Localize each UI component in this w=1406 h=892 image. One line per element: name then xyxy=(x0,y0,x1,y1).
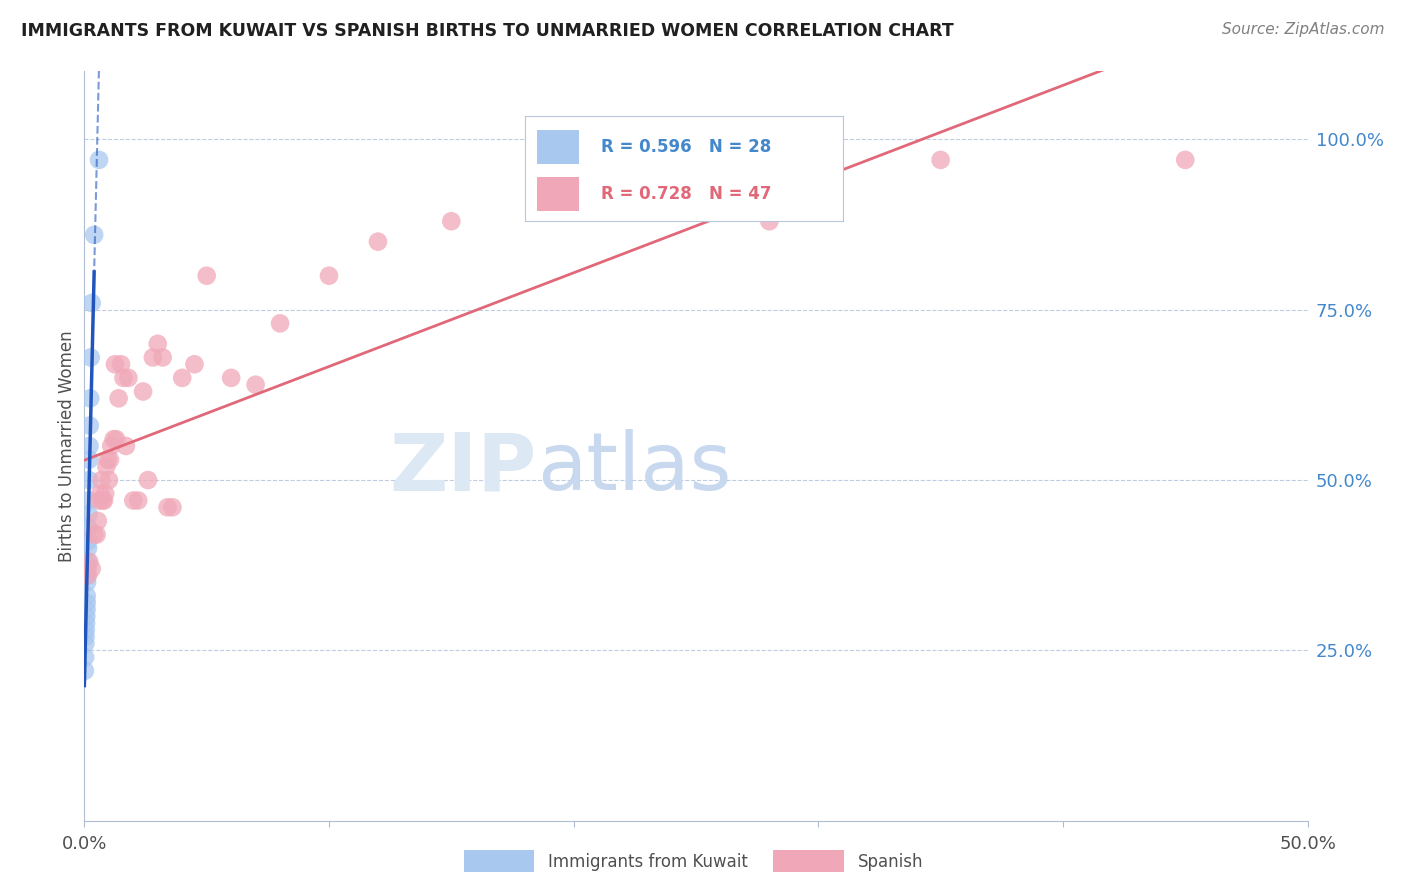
Point xyxy=(94,486,117,500)
Point xyxy=(79,418,101,433)
Point xyxy=(75,623,97,637)
Text: IMMIGRANTS FROM KUWAIT VS SPANISH BIRTHS TO UNMARRIED WOMEN CORRELATION CHART: IMMIGRANTS FROM KUWAIT VS SPANISH BIRTHS… xyxy=(21,22,953,40)
Point xyxy=(77,452,100,467)
Point xyxy=(152,351,174,365)
Point xyxy=(89,486,111,500)
Point xyxy=(97,473,120,487)
Point xyxy=(162,500,184,515)
Point xyxy=(758,214,780,228)
Point xyxy=(219,371,242,385)
Text: ZIP: ZIP xyxy=(389,429,537,508)
Point xyxy=(122,493,145,508)
Point xyxy=(86,527,108,541)
Point xyxy=(172,371,194,385)
Point xyxy=(87,153,110,167)
Y-axis label: Births to Unmarried Women: Births to Unmarried Women xyxy=(58,330,76,562)
Point xyxy=(75,650,97,665)
Point xyxy=(96,459,118,474)
Point xyxy=(76,589,98,603)
Point xyxy=(367,235,389,249)
Point xyxy=(87,514,110,528)
Point xyxy=(83,227,105,242)
Point xyxy=(80,296,103,310)
Point xyxy=(76,596,98,610)
Point xyxy=(87,493,110,508)
Point xyxy=(100,439,122,453)
Point xyxy=(136,473,159,487)
Point xyxy=(77,521,100,535)
Point xyxy=(1174,153,1197,167)
Point xyxy=(79,392,101,406)
Point xyxy=(93,493,115,508)
Point xyxy=(77,568,100,582)
Point xyxy=(77,507,100,521)
Point xyxy=(76,575,98,590)
Point xyxy=(318,268,340,283)
Point xyxy=(75,616,97,631)
Point xyxy=(269,317,291,331)
Point xyxy=(75,609,97,624)
Point xyxy=(98,452,121,467)
Point xyxy=(112,371,135,385)
Point xyxy=(75,636,97,650)
Point xyxy=(562,186,585,201)
Point xyxy=(83,527,105,541)
Point xyxy=(76,555,98,569)
Point xyxy=(103,432,125,446)
Point xyxy=(91,493,114,508)
Point xyxy=(90,473,112,487)
Point xyxy=(132,384,155,399)
Point xyxy=(107,392,129,406)
Point xyxy=(77,541,100,556)
Point xyxy=(76,602,98,616)
Point xyxy=(77,555,100,569)
Text: atlas: atlas xyxy=(537,429,731,508)
Point xyxy=(146,336,169,351)
Point xyxy=(75,630,97,644)
Point xyxy=(73,664,96,678)
Point xyxy=(76,561,98,575)
Point xyxy=(440,214,463,228)
Point xyxy=(156,500,179,515)
Point xyxy=(127,493,149,508)
Point xyxy=(76,568,98,582)
Point xyxy=(245,377,267,392)
Point xyxy=(110,357,132,371)
Text: Immigrants from Kuwait: Immigrants from Kuwait xyxy=(548,853,748,871)
Text: Spanish: Spanish xyxy=(858,853,924,871)
Point xyxy=(77,493,100,508)
Point xyxy=(104,357,127,371)
Point xyxy=(77,534,100,549)
Point xyxy=(79,439,101,453)
Point xyxy=(117,371,139,385)
Point xyxy=(97,452,120,467)
Point xyxy=(183,357,205,371)
Point xyxy=(195,268,218,283)
Point xyxy=(142,351,165,365)
Text: Source: ZipAtlas.com: Source: ZipAtlas.com xyxy=(1222,22,1385,37)
Point xyxy=(80,351,103,365)
Point xyxy=(115,439,138,453)
Point xyxy=(80,561,103,575)
Point xyxy=(929,153,952,167)
Point xyxy=(105,432,128,446)
Point xyxy=(77,473,100,487)
